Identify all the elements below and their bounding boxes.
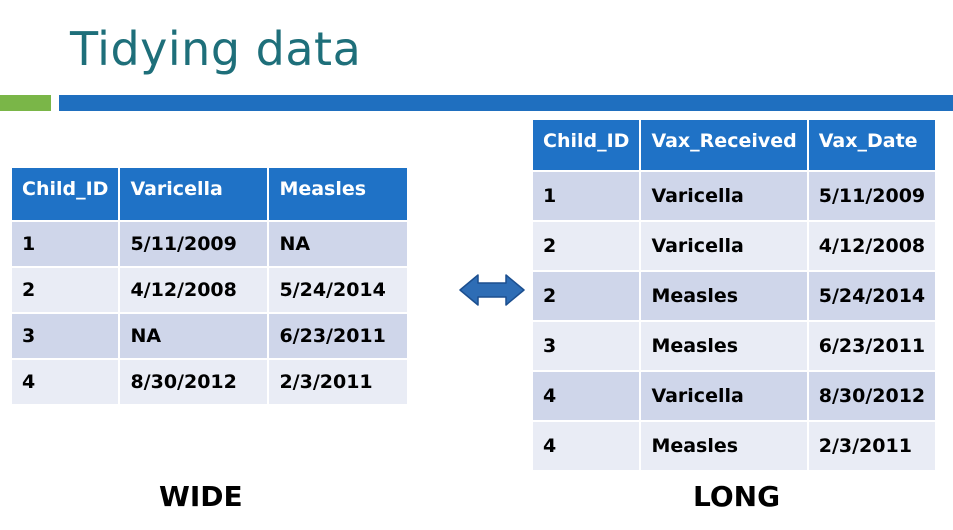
- table-row: 3 NA 6/23/2011: [12, 314, 408, 358]
- table-row: 2 Measles 5/24/2014: [533, 272, 936, 320]
- table-row: 1 Varicella 5/11/2009: [533, 172, 936, 220]
- table-cell: 4: [12, 360, 119, 404]
- table-cell: NA: [120, 314, 268, 358]
- table-cell: 1: [12, 222, 119, 266]
- long-table-header-row: Child_ID Vax_Received Vax_Date: [533, 120, 936, 170]
- table-cell: Measles: [641, 422, 807, 470]
- table-cell: 4/12/2008: [808, 222, 936, 270]
- wide-header-measles: Measles: [269, 168, 408, 220]
- table-row: 4 Measles 2/3/2011: [533, 422, 936, 470]
- table-cell: 2/3/2011: [808, 422, 936, 470]
- table-cell: Varicella: [641, 172, 807, 220]
- title-rule-blue: [59, 95, 953, 111]
- table-row: 4 8/30/2012 2/3/2011: [12, 360, 408, 404]
- wide-table: Child_ID Varicella Measles 1 5/11/2009 N…: [10, 166, 409, 406]
- table-cell: 8/30/2012: [120, 360, 268, 404]
- table-cell: 2: [533, 272, 640, 320]
- table-row: 1 5/11/2009 NA: [12, 222, 408, 266]
- table-row: 4 Varicella 8/30/2012: [533, 372, 936, 420]
- table-cell: 5/24/2014: [269, 268, 408, 312]
- table-cell: 3: [12, 314, 119, 358]
- table-cell: 5/11/2009: [120, 222, 268, 266]
- table-cell: 2: [12, 268, 119, 312]
- table-cell: 1: [533, 172, 640, 220]
- table-cell: 3: [533, 322, 640, 370]
- long-header-vax-date: Vax_Date: [808, 120, 936, 170]
- wide-caption: WIDE: [159, 480, 243, 513]
- wide-table-header-row: Child_ID Varicella Measles: [12, 168, 408, 220]
- table-cell: 5/24/2014: [808, 272, 936, 320]
- long-header-child-id: Child_ID: [533, 120, 640, 170]
- table-cell: 6/23/2011: [808, 322, 936, 370]
- wide-header-varicella: Varicella: [120, 168, 268, 220]
- table-cell: Varicella: [641, 222, 807, 270]
- table-row: 2 4/12/2008 5/24/2014: [12, 268, 408, 312]
- wide-header-child-id: Child_ID: [12, 168, 119, 220]
- double-headed-arrow-icon: [459, 274, 525, 306]
- table-cell: 4: [533, 372, 640, 420]
- table-row: 2 Varicella 4/12/2008: [533, 222, 936, 270]
- long-header-vax-received: Vax_Received: [641, 120, 807, 170]
- table-cell: 4/12/2008: [120, 268, 268, 312]
- table-cell: 8/30/2012: [808, 372, 936, 420]
- table-cell: 2: [533, 222, 640, 270]
- table-cell: 6/23/2011: [269, 314, 408, 358]
- long-table: Child_ID Vax_Received Vax_Date 1 Varicel…: [531, 118, 937, 472]
- title-rule-green: [0, 95, 51, 111]
- table-row: 3 Measles 6/23/2011: [533, 322, 936, 370]
- long-caption: LONG: [693, 480, 781, 513]
- table-cell: Varicella: [641, 372, 807, 420]
- table-cell: 4: [533, 422, 640, 470]
- table-cell: 2/3/2011: [269, 360, 408, 404]
- table-cell: Measles: [641, 322, 807, 370]
- table-cell: NA: [269, 222, 408, 266]
- slide-title: Tidying data: [70, 22, 362, 76]
- table-cell: Measles: [641, 272, 807, 320]
- table-cell: 5/11/2009: [808, 172, 936, 220]
